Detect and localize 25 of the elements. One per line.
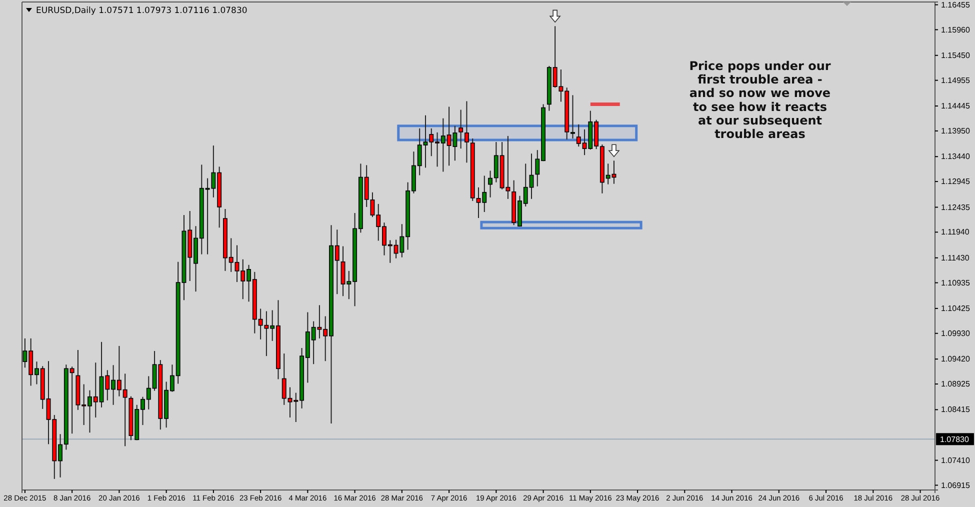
ref-line-label: 1.07830 xyxy=(940,435,970,444)
y-tick-label: 1.06915 xyxy=(941,480,970,490)
y-tick-label: 1.08415 xyxy=(941,405,970,414)
y-tick-label: 1.07410 xyxy=(941,456,970,465)
y-tick-label: 1.09930 xyxy=(941,328,970,338)
annotation: Price pops under our first trouble area - and so now we move to see how it reacts at our subsequent trouble areas xyxy=(689,59,831,141)
y-tick-label: 1.13950 xyxy=(941,126,970,136)
candlestick xyxy=(488,170,493,198)
text: EURUSD,Daily 1.07571 1.07973 1.07116 1.07830 xyxy=(36,6,248,16)
y-tick-label: 1.11430 xyxy=(941,253,970,262)
y-tick-label: 1.08925 xyxy=(941,380,970,389)
y-tick-label: 1.11940 xyxy=(941,228,970,237)
y-tick-label: 1.12945 xyxy=(941,177,970,186)
y-tick-label: 1.14955 xyxy=(941,76,970,85)
candlestick xyxy=(464,100,469,164)
y-tick-label: 1.15960 xyxy=(941,25,970,34)
y-tick-label: 1.14445 xyxy=(941,102,970,111)
y-tick-label: 1.16455 xyxy=(941,0,970,10)
y-tick-label: 1.13440 xyxy=(941,152,970,162)
y-tick-label: 1.15450 xyxy=(941,50,970,60)
candlestick xyxy=(458,109,464,150)
y-tick-label: 1.10425 xyxy=(941,304,970,314)
y-tick-label: 1.12435 xyxy=(941,202,970,212)
y-tick-label: 1.09420 xyxy=(941,354,970,364)
y-tick-label: 1.10935 xyxy=(941,278,970,288)
